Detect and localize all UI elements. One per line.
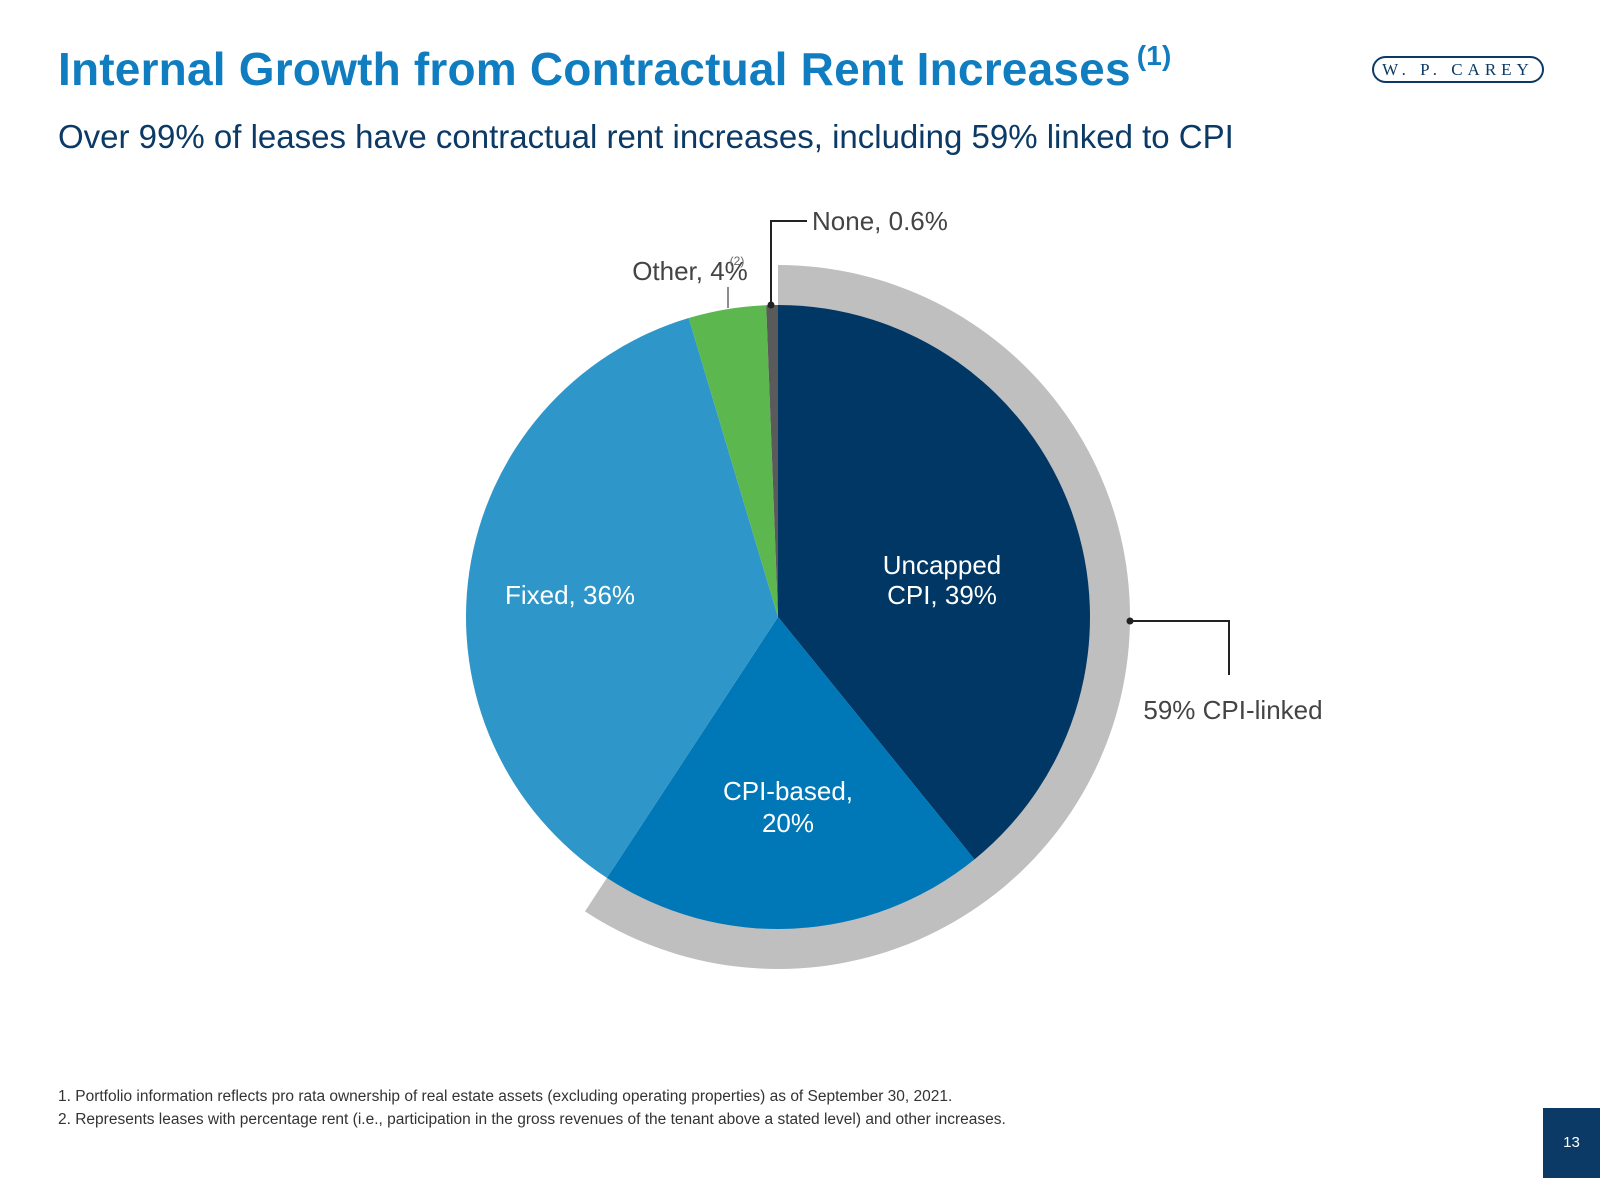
slice-label-other-note: (2) [730,254,745,268]
slice-label-fixed: Fixed, 36% [505,580,635,610]
slide-title: Internal Growth from Contractual Rent In… [58,39,1172,96]
pie-slice-fixed [466,318,778,878]
pie-slice-other [688,305,778,617]
company-logo: W. P. CAREY [1372,56,1544,83]
slice-label-cpi-based-line2: 20% [762,808,814,838]
pie-slice-uncapped-cpi [778,305,1091,860]
title-text: Internal Growth from Contractual Rent In… [58,43,1131,95]
footnote-2: 2. Represents leases with percentage ren… [58,1111,1006,1128]
leader-dot-cpi-linked [1126,617,1134,625]
page-number: 13 [1543,1108,1600,1178]
title-footnote-marker: (1) [1136,39,1172,71]
leader-line-cpi-linked [1130,620,1230,675]
cpi-linked-highlight-ring [584,265,1130,969]
pie-slice-cpi-based [606,617,975,929]
footnote-1: 1. Portfolio information reflects pro ra… [58,1088,953,1105]
slice-label-none: None, 0.6% [812,206,948,236]
pie-slice-none [766,305,778,617]
slide-subtitle: Over 99% of leases have contractual rent… [58,118,1234,155]
slice-label-uncapped-cpi-line1: Uncapped [883,550,1002,580]
slice-label-other: Other, 4% [632,256,748,286]
cpi-linked-label: 59% CPI-linked [1143,695,1322,725]
leader-line-none [770,220,807,305]
slice-label-cpi-based-line1: CPI-based, [723,776,853,806]
slice-label-uncapped-cpi-line2: CPI, 39% [887,580,997,610]
leader-dot-none [767,301,775,309]
footnotes: 1. Portfolio information reflects pro ra… [58,1085,1006,1131]
